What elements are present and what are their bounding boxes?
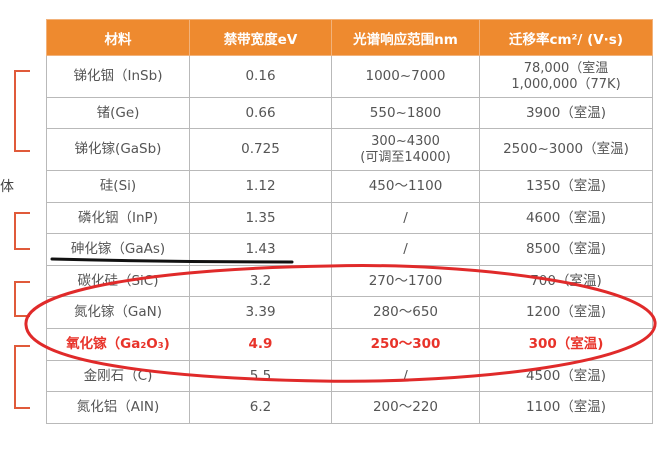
bandgap-cell: 1.12 [189,170,332,203]
header-spectrum: 光谱响应范围nm [331,19,480,56]
bandgap-cell: 0.16 [189,55,332,98]
spectrum-cell: 250～300 [331,328,480,361]
bandgap-cell: 3.39 [189,296,332,329]
group-bracket-3 [14,281,30,317]
material-cell: 硅(Si) [46,170,190,203]
mobility-cell: 8500（室温) [479,233,653,266]
table-row: 氮化镓（GaN) 3.39 280～650 1200（室温) [46,296,653,329]
material-cell: 锗(Ge) [46,97,190,129]
material-cell: 碳化硅（SiC) [46,265,190,297]
spectrum-cell: 1000~7000 [331,55,480,98]
table-row: 砷化镓（GaAs) 1.43 / 8500（室温) [46,233,653,266]
bandgap-cell: 1.35 [189,202,332,234]
table-row-highlighted: 氧化镓（Ga₂O₃) 4.9 250～300 300（室温) [46,328,653,361]
materials-table: 材料 禁带宽度eV 光谱响应范围nm 迁移率cm²/ (V·s) 锑化铟（InS… [46,19,653,424]
table-row: 锑化铟（InSb) 0.16 1000~7000 78,000（室温 1,000… [46,55,653,98]
group-bracket-2 [14,212,30,250]
material-cell: 锑化镓(GaSb) [46,128,190,171]
mobility-cell: 1350（室温) [479,170,653,203]
mobility-cell: 78,000（室温 1,000,000（77K) [479,55,653,98]
table-row: 硅(Si) 1.12 450～1100 1350（室温) [46,170,653,203]
header-material: 材料 [46,19,190,56]
material-cell: 磷化铟（InP) [46,202,190,234]
mobility-cell: 4500（室温) [479,360,653,392]
bandgap-cell: 0.725 [189,128,332,171]
spectrum-cell: 550~1800 [331,97,480,129]
bandgap-cell: 3.2 [189,265,332,297]
table-row: 磷化铟（InP) 1.35 / 4600（室温) [46,202,653,234]
material-cell: 砷化镓（GaAs) [46,233,190,266]
mobility-line: 78,000（室温 [523,60,609,76]
table-row: 锗(Ge) 0.66 550~1800 3900（室温) [46,97,653,129]
side-label: 体 [0,179,14,195]
mobility-line: 1,000,000（77K) [511,76,621,92]
material-cell: 氧化镓（Ga₂O₃) [46,328,190,361]
spectrum-cell: 300~4300 (可调至14000) [331,128,480,171]
spectrum-line: 300~4300 [371,133,440,149]
bandgap-cell: 4.9 [189,328,332,361]
spectrum-cell: 450～1100 [331,170,480,203]
spectrum-cell: 280～650 [331,296,480,329]
bandgap-cell: 6.2 [189,391,332,424]
mobility-cell: 4600（室温) [479,202,653,234]
bandgap-cell: 5.5 [189,360,332,392]
table-header-row: 材料 禁带宽度eV 光谱响应范围nm 迁移率cm²/ (V·s) [46,19,653,56]
table-row: 碳化硅（SiC) 3.2 270～1700 700（室温) [46,265,653,297]
table-row: 金刚石（C) 5.5 / 4500（室温) [46,360,653,392]
spectrum-cell: / [331,233,480,266]
material-cell: 锑化铟（InSb) [46,55,190,98]
mobility-cell: 1100（室温) [479,391,653,424]
material-cell: 氮化镓（GaN) [46,296,190,329]
table-row: 氮化铝（AIN) 6.2 200～220 1100（室温) [46,391,653,424]
mobility-cell: 3900（室温) [479,97,653,129]
mobility-cell: 2500~3000（室温) [479,128,653,171]
material-cell: 金刚石（C) [46,360,190,392]
spectrum-cell: / [331,202,480,234]
spectrum-cell: 200～220 [331,391,480,424]
header-bandgap: 禁带宽度eV [189,19,332,56]
spectrum-cell: 270～1700 [331,265,480,297]
group-bracket-4 [14,345,30,409]
spectrum-cell: / [331,360,480,392]
mobility-cell: 300（室温) [479,328,653,361]
spectrum-line: (可调至14000) [360,149,451,165]
group-bracket-1 [14,70,30,152]
bandgap-cell: 1.43 [189,233,332,266]
material-cell: 氮化铝（AIN) [46,391,190,424]
table-row: 锑化镓(GaSb) 0.725 300~4300 (可调至14000) 2500… [46,128,653,171]
header-mobility: 迁移率cm²/ (V·s) [479,19,653,56]
mobility-cell: 700（室温) [479,265,653,297]
bandgap-cell: 0.66 [189,97,332,129]
mobility-cell: 1200（室温) [479,296,653,329]
